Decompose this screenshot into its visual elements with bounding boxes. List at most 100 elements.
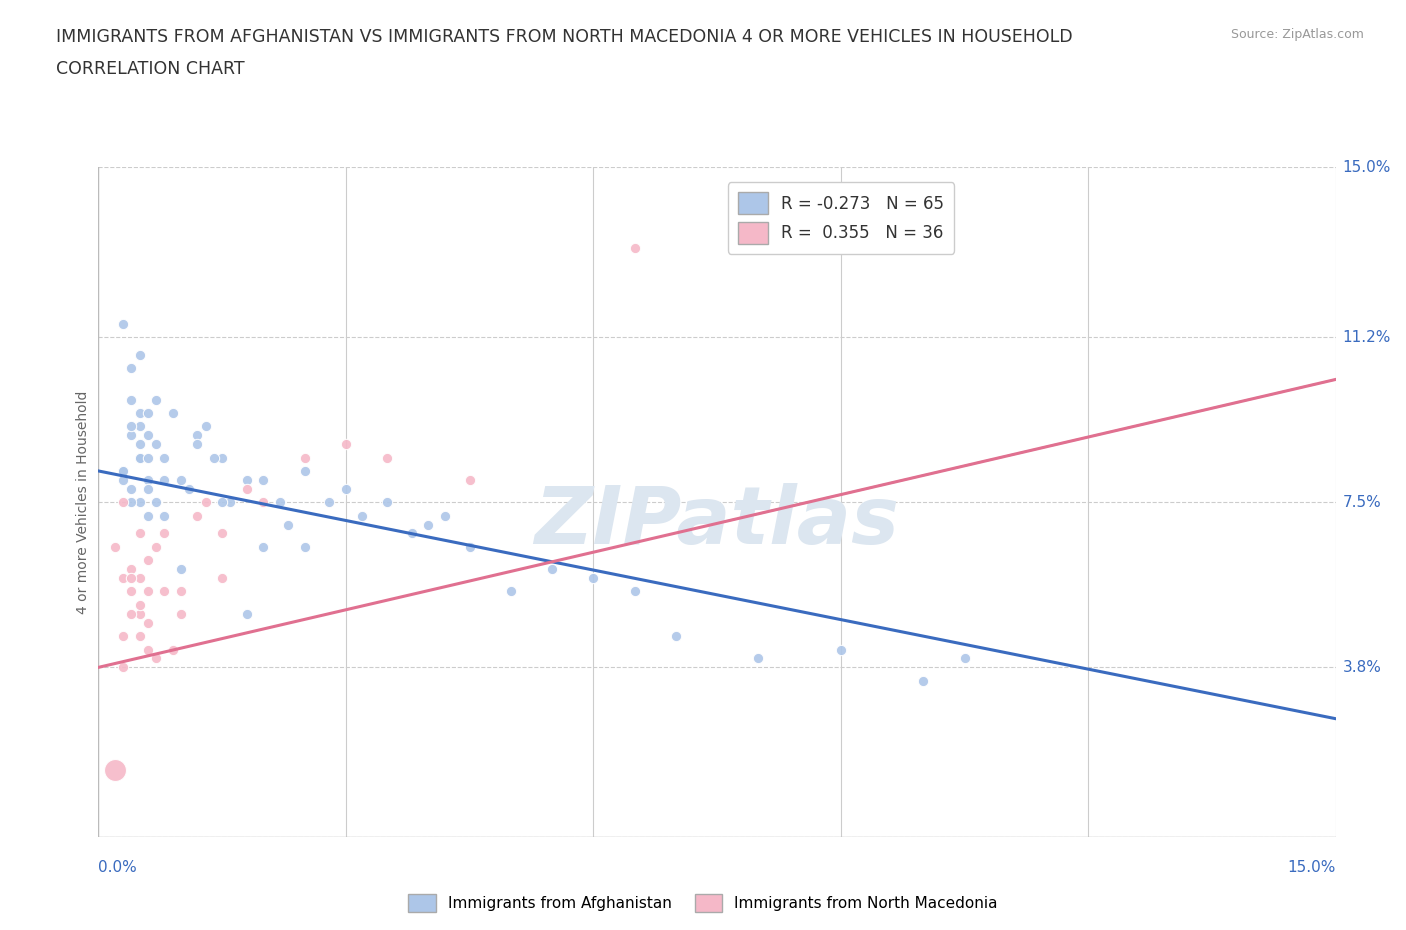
Point	[236, 472, 259, 487]
Point	[120, 495, 142, 510]
Point	[623, 240, 645, 255]
Point	[277, 517, 299, 532]
Point	[912, 673, 935, 688]
Point	[252, 539, 274, 554]
Point	[211, 571, 233, 586]
Point	[335, 437, 357, 452]
Point	[128, 606, 150, 621]
Point	[136, 552, 159, 567]
Point	[128, 348, 150, 363]
Text: 11.2%: 11.2%	[1343, 329, 1391, 344]
Point	[194, 418, 217, 433]
Point	[747, 651, 769, 666]
Legend: Immigrants from Afghanistan, Immigrants from North Macedonia: Immigrants from Afghanistan, Immigrants …	[402, 888, 1004, 918]
Point	[136, 405, 159, 420]
Point	[153, 472, 176, 487]
Point	[352, 508, 374, 523]
Point	[128, 526, 150, 541]
Point	[136, 508, 159, 523]
Point	[252, 495, 274, 510]
Point	[136, 472, 159, 487]
Point	[186, 437, 208, 452]
Point	[112, 463, 135, 478]
Text: 15.0%: 15.0%	[1288, 860, 1336, 875]
Point	[112, 571, 135, 586]
Point	[433, 508, 456, 523]
Point	[104, 763, 127, 777]
Point	[120, 482, 142, 497]
Point	[162, 642, 184, 657]
Point	[128, 495, 150, 510]
Point	[418, 517, 440, 532]
Point	[128, 571, 150, 586]
Point	[375, 495, 398, 510]
Point	[236, 482, 259, 497]
Point	[128, 629, 150, 644]
Point	[294, 450, 316, 465]
Point	[211, 450, 233, 465]
Point	[136, 450, 159, 465]
Point	[112, 629, 135, 644]
Point	[294, 539, 316, 554]
Text: 3.8%: 3.8%	[1343, 660, 1382, 675]
Point	[458, 472, 481, 487]
Point	[145, 651, 167, 666]
Legend: R = -0.273   N = 65, R =  0.355   N = 36: R = -0.273 N = 65, R = 0.355 N = 36	[728, 182, 953, 254]
Point	[136, 482, 159, 497]
Text: 0.0%: 0.0%	[98, 860, 138, 875]
Point	[120, 606, 142, 621]
Point	[120, 361, 142, 376]
Point	[145, 495, 167, 510]
Point	[120, 562, 142, 577]
Point	[120, 392, 142, 407]
Point	[136, 642, 159, 657]
Point	[145, 392, 167, 407]
Point	[499, 584, 522, 599]
Point	[236, 606, 259, 621]
Point	[458, 539, 481, 554]
Point	[120, 428, 142, 443]
Point	[128, 437, 150, 452]
Text: ZIPatlas: ZIPatlas	[534, 484, 900, 562]
Point	[112, 660, 135, 675]
Text: CORRELATION CHART: CORRELATION CHART	[56, 60, 245, 78]
Point	[153, 508, 176, 523]
Point	[145, 539, 167, 554]
Point	[162, 405, 184, 420]
Point	[112, 463, 135, 478]
Point	[170, 562, 193, 577]
Point	[252, 472, 274, 487]
Point	[112, 495, 135, 510]
Point	[211, 526, 233, 541]
Text: 15.0%: 15.0%	[1343, 160, 1391, 175]
Point	[136, 428, 159, 443]
Point	[145, 437, 167, 452]
Point	[194, 495, 217, 510]
Point	[375, 450, 398, 465]
Point	[136, 584, 159, 599]
Text: IMMIGRANTS FROM AFGHANISTAN VS IMMIGRANTS FROM NORTH MACEDONIA 4 OR MORE VEHICLE: IMMIGRANTS FROM AFGHANISTAN VS IMMIGRANT…	[56, 28, 1073, 46]
Point	[269, 495, 291, 510]
Text: Source: ZipAtlas.com: Source: ZipAtlas.com	[1230, 28, 1364, 41]
Point	[170, 584, 193, 599]
Point	[211, 495, 233, 510]
Point	[128, 450, 150, 465]
Point	[186, 428, 208, 443]
Point	[128, 405, 150, 420]
Point	[179, 482, 201, 497]
Point	[401, 526, 423, 541]
Text: 7.5%: 7.5%	[1343, 495, 1382, 510]
Point	[186, 508, 208, 523]
Point	[830, 642, 852, 657]
Point	[153, 584, 176, 599]
Point	[202, 450, 225, 465]
Point	[128, 450, 150, 465]
Point	[170, 472, 193, 487]
Point	[104, 539, 127, 554]
Point	[112, 472, 135, 487]
Point	[128, 418, 150, 433]
Y-axis label: 4 or more Vehicles in Household: 4 or more Vehicles in Household	[76, 391, 90, 614]
Point	[136, 616, 159, 631]
Point	[294, 463, 316, 478]
Point	[623, 584, 645, 599]
